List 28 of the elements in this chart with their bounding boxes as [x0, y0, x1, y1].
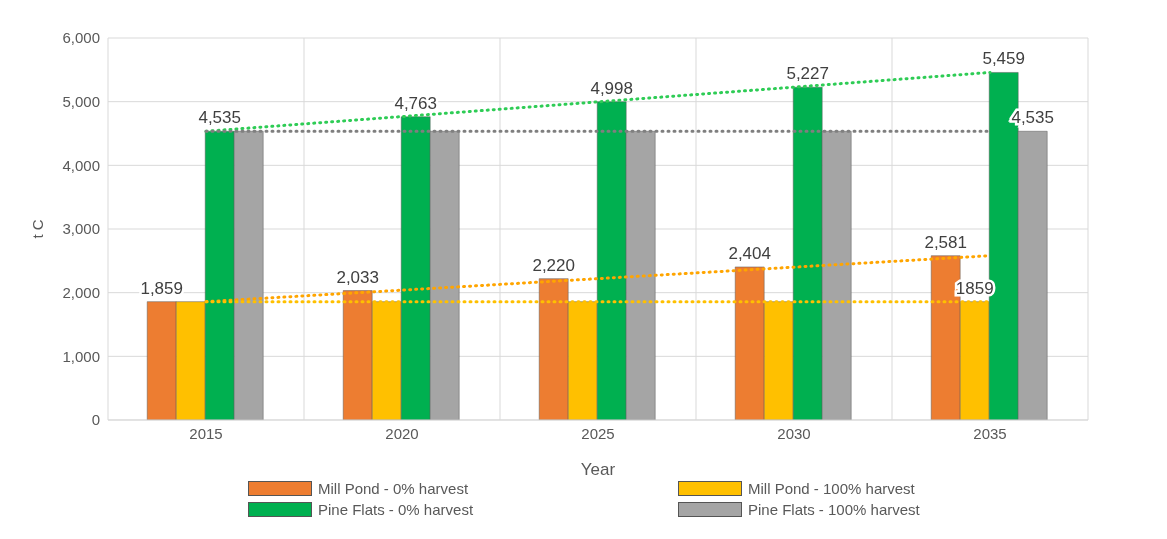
data-label: 4,763	[394, 93, 437, 113]
legend-label: Mill Pond - 100% harvest	[748, 480, 915, 497]
x-tick-label: 2030	[777, 424, 811, 442]
y-tick-label: 5,000	[62, 92, 100, 110]
y-tick-label: 0	[91, 411, 100, 429]
data-label: 5,459	[982, 49, 1025, 69]
y-tick-label: 6,000	[62, 29, 100, 47]
data-label: 5,227	[786, 64, 829, 84]
y-tick-label: 4,000	[62, 156, 100, 174]
y-tick-label: 3,000	[62, 220, 100, 238]
legend-label: Pine Flats - 0% harvest	[318, 501, 474, 518]
x-tick-label: 2025	[581, 424, 615, 442]
x-tick-label: 2035	[973, 424, 1007, 442]
y-axis-title: t C	[29, 219, 47, 239]
x-tick-label: 2020	[385, 424, 419, 442]
x-axis-title: Year	[580, 460, 616, 479]
y-tick-label: 1,000	[62, 347, 100, 365]
data-label: 4,998	[590, 78, 633, 98]
data-label: 1,859	[140, 278, 183, 298]
legend-label: Mill Pond - 0% harvest	[318, 480, 469, 497]
data-label: 2,220	[532, 255, 575, 275]
data-label: 2,033	[336, 267, 379, 287]
data-label: 2,581	[924, 232, 967, 252]
data-label: 2,404	[728, 243, 771, 263]
data-label: 4,535	[198, 108, 241, 128]
y-tick-label: 2,000	[62, 283, 100, 301]
x-tick-label: 2015	[189, 424, 223, 442]
legend-label: Pine Flats - 100% harvest	[748, 501, 920, 518]
